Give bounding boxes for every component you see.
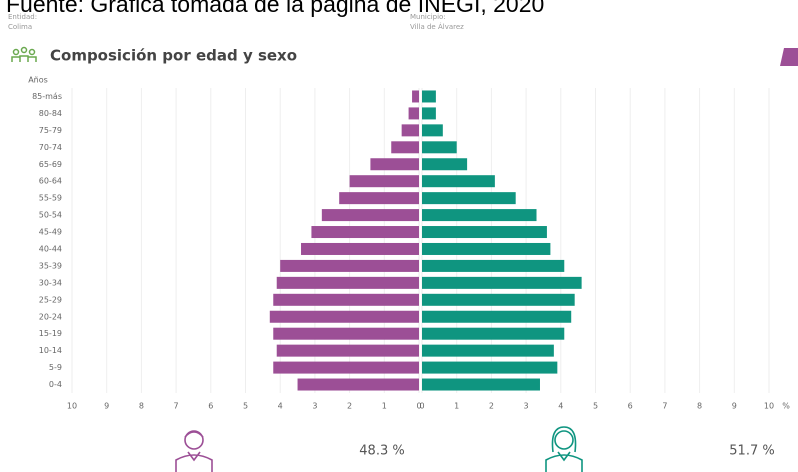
y-axis-label: Años <box>28 76 48 85</box>
bar <box>408 107 419 120</box>
y-tick-label: 70-74 <box>39 143 62 152</box>
bar <box>301 242 419 255</box>
municipio-value: Villa de Álvarez <box>410 22 464 31</box>
bar <box>311 226 419 239</box>
y-tick-label: 65-69 <box>39 160 62 169</box>
total-label: 48.3 % <box>359 444 404 459</box>
bar <box>276 276 419 289</box>
bar <box>422 90 436 103</box>
x-tick-label: 2 <box>489 402 494 411</box>
x-tick-label: 3 <box>524 402 529 411</box>
y-tick-label: 25-29 <box>39 295 62 304</box>
x-tick-label: 10 <box>67 402 77 411</box>
y-tick-label: 80-84 <box>39 109 62 118</box>
y-tick-label: 15-19 <box>39 329 62 338</box>
bar <box>401 124 419 137</box>
y-tick-label: 50-54 <box>39 211 62 220</box>
x-tick-label: 5 <box>243 402 248 411</box>
entidad-value: Colima <box>8 23 32 31</box>
bar <box>422 276 582 289</box>
bar <box>422 242 551 255</box>
x-tick-label: 8 <box>697 402 702 411</box>
x-tick-label: 7 <box>174 402 179 411</box>
chart-title: Composición por edad y sexo <box>50 47 297 65</box>
bar <box>422 124 443 137</box>
bar <box>321 209 419 222</box>
bar <box>412 90 419 103</box>
x-tick-label: 0 <box>416 402 421 411</box>
bar <box>422 361 558 374</box>
x-tick-label: 1 <box>454 402 459 411</box>
bar <box>422 378 540 391</box>
bar <box>276 344 419 357</box>
entidad-label: Entidad: <box>8 13 37 21</box>
bar <box>422 158 468 171</box>
total-label: 51.7 % <box>729 444 774 459</box>
y-tick-label: 10-14 <box>39 346 62 355</box>
x-tick-label: 9 <box>104 402 109 411</box>
bar <box>269 310 419 323</box>
y-tick-label: 0-4 <box>49 380 62 389</box>
bar <box>422 293 575 306</box>
bar <box>349 175 419 188</box>
y-tick-label: 20-24 <box>39 312 62 321</box>
x-tick-label: 2 <box>347 402 352 411</box>
x-tick-label: 8 <box>139 402 144 411</box>
x-tick-label: 0 <box>419 402 424 411</box>
female-icon <box>545 426 583 472</box>
y-tick-label: 35-39 <box>39 261 62 270</box>
y-tick-label: 30-34 <box>39 278 62 287</box>
bar <box>273 327 419 340</box>
bar <box>391 141 419 154</box>
x-tick-label: 9 <box>732 402 737 411</box>
source-note: Fuente: Gráfica tomada de la página de I… <box>6 0 544 17</box>
bar <box>280 259 419 272</box>
bar <box>273 293 419 306</box>
bar <box>370 158 419 171</box>
bar <box>422 175 495 188</box>
bar <box>422 327 565 340</box>
x-unit: % <box>782 402 790 411</box>
y-tick-label: 5-9 <box>49 363 62 372</box>
y-tick-label: 55-59 <box>39 194 62 203</box>
bar <box>422 259 565 272</box>
x-tick-label: 6 <box>628 402 633 411</box>
title-icon <box>11 46 37 62</box>
bar <box>339 192 419 205</box>
y-tick-label: 40-44 <box>39 244 62 253</box>
y-tick-label: 45-49 <box>39 228 62 237</box>
y-tick-label: 85-más <box>32 92 62 101</box>
bar <box>422 344 554 357</box>
y-tick-label: 60-64 <box>39 177 62 186</box>
bar <box>422 107 436 120</box>
male-icon <box>175 430 213 472</box>
x-tick-label: 10 <box>764 402 774 411</box>
bar <box>422 141 457 154</box>
bar <box>297 378 419 391</box>
x-tick-label: 3 <box>312 402 317 411</box>
bar <box>422 192 516 205</box>
bar <box>422 226 547 239</box>
bar <box>273 361 419 374</box>
info-button[interactable] <box>780 48 798 66</box>
x-tick-label: 4 <box>278 402 283 411</box>
municipio-label: Municipio: <box>410 13 446 21</box>
x-tick-label: 4 <box>558 402 563 411</box>
x-tick-label: 1 <box>382 402 387 411</box>
y-tick-label: 75-79 <box>39 126 62 135</box>
x-tick-label: 7 <box>662 402 667 411</box>
bar <box>422 209 537 222</box>
bar <box>422 310 572 323</box>
x-tick-label: 6 <box>208 402 213 411</box>
x-tick-label: 5 <box>593 402 598 411</box>
